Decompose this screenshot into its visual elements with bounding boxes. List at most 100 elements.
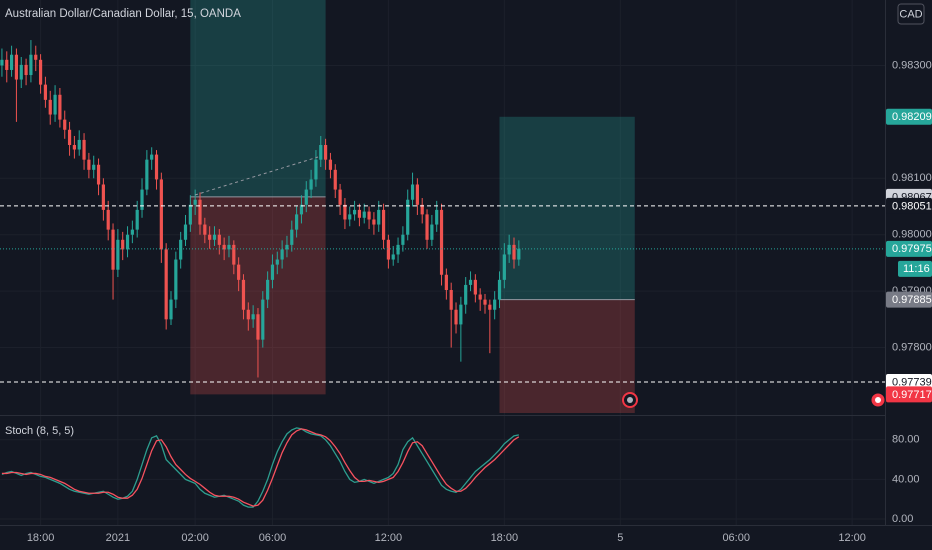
candle-body — [314, 159, 318, 180]
candle-body — [372, 219, 376, 225]
candle-body — [323, 145, 328, 160]
candle-body — [285, 244, 289, 250]
candle-body — [493, 299, 497, 310]
candle-body — [232, 244, 236, 265]
price-badge-label: 0.98209 — [892, 111, 932, 123]
y-tick-label: 0.98100 — [892, 172, 932, 184]
stoch-tick-label: 40.00 — [892, 473, 920, 485]
candle-body — [425, 214, 429, 240]
candle-body — [179, 239, 183, 260]
x-tick-label: 02:00 — [181, 532, 209, 544]
price-badge — [886, 291, 932, 308]
candle-body — [193, 199, 197, 205]
candle-body — [251, 314, 255, 320]
candle-body — [386, 239, 390, 260]
candle-body — [5, 59, 9, 70]
candle-body — [478, 294, 482, 300]
candle-body — [381, 209, 386, 240]
candle-body — [34, 54, 38, 60]
candle-body — [198, 199, 202, 225]
price-badge-label: 0.97717 — [892, 389, 932, 401]
y-tick-label: 0.97800 — [892, 341, 932, 353]
candle-body — [145, 159, 149, 190]
candle-body — [237, 264, 241, 280]
candle-body — [77, 139, 81, 150]
candle-body — [391, 254, 395, 260]
countdown: 11:16 — [903, 263, 930, 275]
candle-body — [212, 234, 217, 240]
candle-body — [29, 54, 33, 76]
x-tick-label: 06:00 — [722, 532, 750, 544]
candle-body — [208, 234, 212, 240]
candle-body — [106, 209, 110, 230]
x-tick-label: 5 — [617, 532, 623, 544]
candle-body — [275, 259, 279, 265]
candle-body — [135, 209, 139, 230]
candle-body — [290, 229, 294, 245]
x-tick-label: 18:00 — [491, 532, 519, 544]
candle-body — [295, 214, 299, 230]
candle-body — [304, 189, 308, 205]
profit-zone — [190, 0, 326, 197]
stoch-line — [1, 427, 519, 508]
price-badge — [886, 240, 932, 257]
candle-body — [87, 159, 91, 170]
currency-box[interactable] — [897, 3, 925, 25]
candle-body — [357, 209, 362, 218]
candle-body — [159, 179, 163, 250]
candle-body — [222, 244, 226, 250]
price-badge-label: 0.98051 — [892, 200, 932, 212]
currency[interactable]: CAD — [899, 8, 922, 20]
candle-body — [367, 211, 371, 220]
indicator-label: Stoch (8, 5, 5) — [5, 425, 74, 437]
candle-body — [154, 154, 159, 180]
candle-body — [121, 239, 125, 250]
candle-body — [439, 209, 444, 275]
candle-body — [63, 119, 67, 130]
price-badge-label: 0.97739 — [892, 376, 932, 388]
x-tick-label: 18:00 — [27, 532, 55, 544]
candle-body — [430, 224, 434, 240]
candle-body — [183, 224, 188, 240]
candle-body — [410, 184, 415, 200]
candle-body — [101, 184, 105, 210]
price-badge-label: 0.97975 — [892, 243, 932, 255]
stoch-line — [1, 428, 520, 507]
candle-body — [130, 229, 134, 235]
candle-body — [246, 309, 250, 320]
candle-body — [72, 145, 76, 150]
y-tick-label: 0.98300 — [892, 59, 932, 71]
candle-body — [483, 299, 487, 305]
candle-body — [48, 99, 52, 115]
candle-body — [348, 214, 352, 220]
candle-body — [53, 94, 57, 115]
x-tick-label: 2021 — [106, 532, 130, 544]
candle-body — [14, 54, 19, 80]
candle-body — [444, 274, 448, 291]
candle-body — [377, 209, 381, 225]
candle-body — [406, 199, 410, 235]
candle-body — [328, 159, 333, 170]
price-badge-label: 0.97885 — [892, 294, 932, 306]
candle-body — [67, 129, 72, 146]
candle-body — [58, 94, 62, 120]
candle-body — [111, 229, 115, 270]
candle-body — [473, 279, 477, 295]
candle-body — [502, 254, 506, 280]
candle-body — [0, 59, 4, 66]
candle-body — [420, 204, 424, 215]
candle-body — [270, 264, 275, 280]
candle-body — [454, 309, 458, 325]
candle-body — [309, 179, 313, 190]
chart-title: Australian Dollar/Canadian Dollar, 15, O… — [5, 8, 241, 20]
stoch-tick-label: 80.00 — [892, 434, 920, 446]
loss-zone — [499, 299, 635, 413]
candle-body — [150, 154, 154, 160]
candle-body — [468, 279, 473, 285]
candle-body — [164, 249, 168, 320]
profit-zone — [499, 116, 635, 300]
alert-marker-dot — [875, 397, 881, 403]
candle-body — [256, 314, 260, 340]
